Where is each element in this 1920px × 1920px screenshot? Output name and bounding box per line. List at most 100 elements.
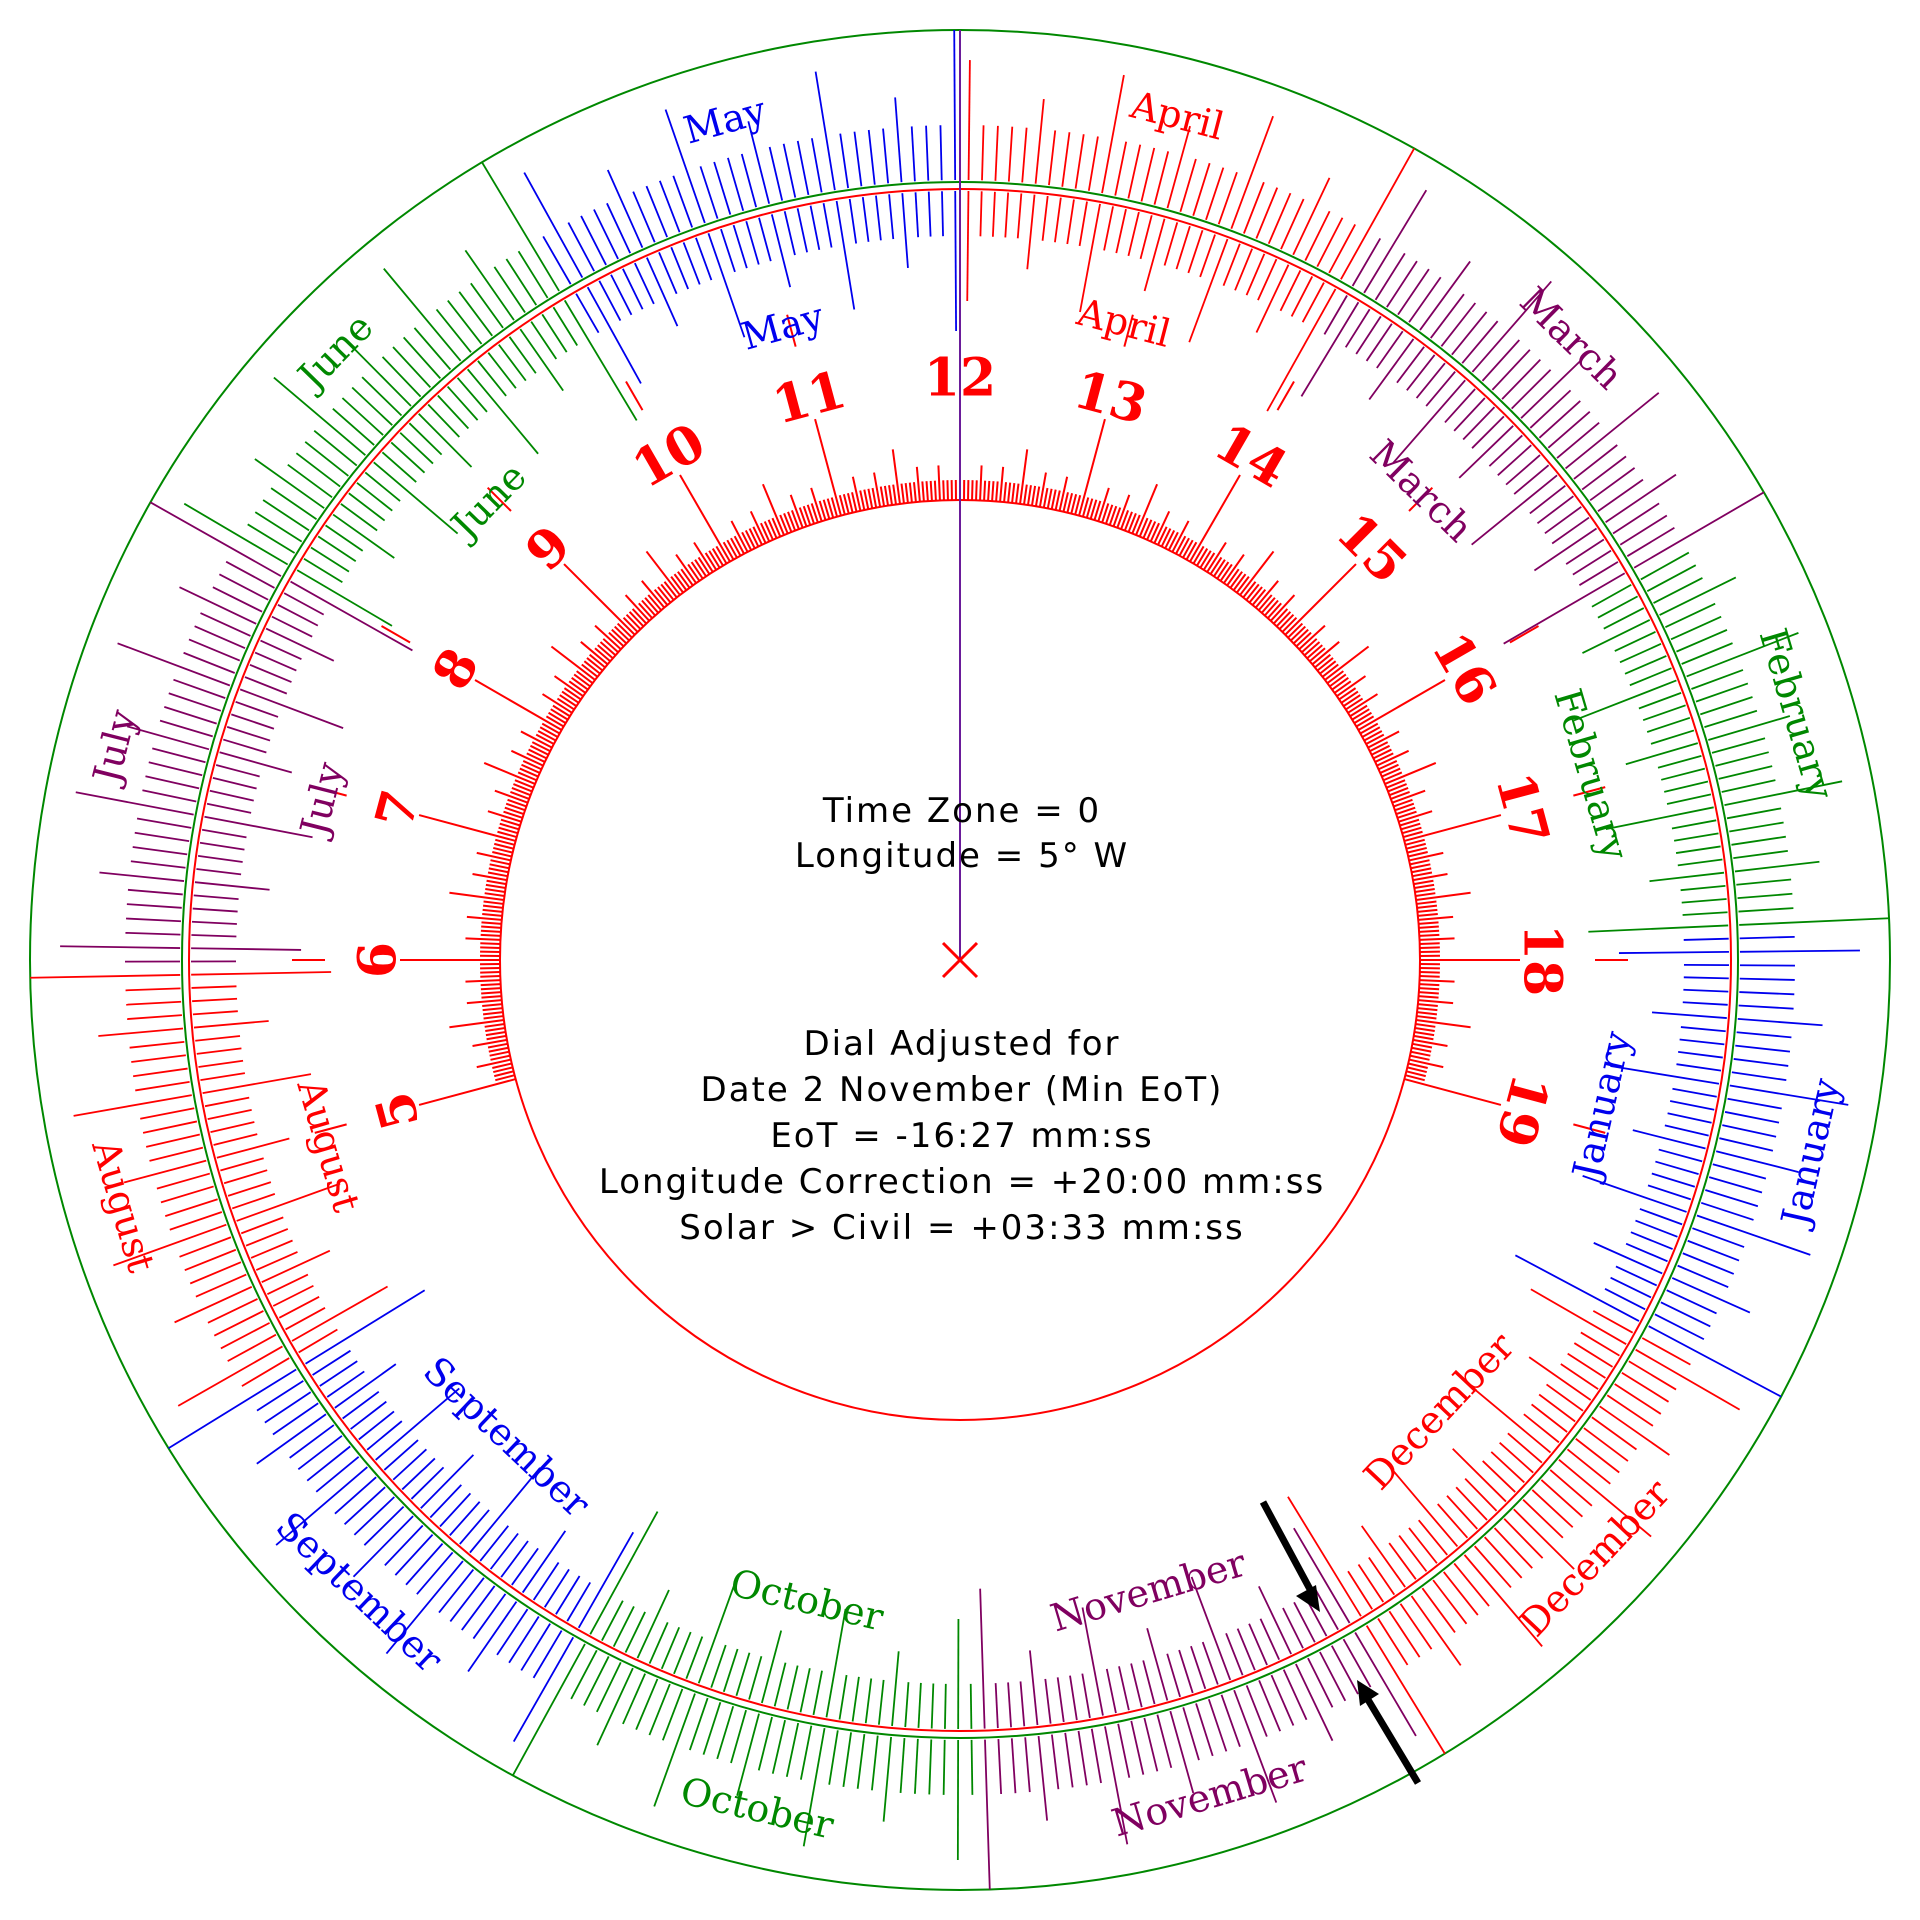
hour-minor-tick bbox=[1395, 806, 1416, 815]
hour-minor-tick bbox=[1015, 483, 1020, 504]
hour-minor-tick bbox=[1407, 846, 1427, 854]
date-inner-tick bbox=[290, 580, 413, 652]
date-outer-tick bbox=[1734, 860, 1820, 873]
date-outer-tick bbox=[1726, 807, 1782, 820]
hour-minor-tick bbox=[1146, 521, 1157, 541]
date-outer-tick bbox=[295, 452, 341, 488]
date-inner-tick bbox=[1190, 1645, 1207, 1690]
hour-minor-tick bbox=[1038, 472, 1047, 508]
date-outer-tick bbox=[1737, 892, 1793, 900]
date-inner-tick bbox=[408, 422, 443, 456]
date-inner-tick bbox=[991, 191, 996, 237]
hour-minor-tick bbox=[1353, 711, 1372, 724]
hour-minor-tick bbox=[892, 484, 897, 505]
date-inner-tick bbox=[223, 738, 267, 754]
hour-minor-tick bbox=[522, 760, 542, 771]
date-outer-tick bbox=[894, 97, 903, 183]
date-inner-tick bbox=[1453, 397, 1486, 432]
hour-minor-tick bbox=[760, 522, 771, 542]
hour-minor-tick bbox=[1338, 687, 1357, 701]
date-outer-tick bbox=[716, 1706, 735, 1760]
hour-minor-tick bbox=[987, 480, 991, 501]
hour-number: 19 bbox=[1483, 1068, 1561, 1154]
hour-minor-tick bbox=[480, 987, 501, 991]
date-outer-tick bbox=[1722, 1124, 1777, 1138]
date-outer-tick bbox=[1117, 1723, 1131, 1778]
hour-minor-tick bbox=[1414, 888, 1435, 893]
date-inner-tick bbox=[244, 676, 288, 695]
date-inner-tick bbox=[1551, 516, 1590, 545]
date-outer-tick bbox=[1738, 907, 1794, 913]
date-inner-tick bbox=[1605, 806, 1714, 831]
date-inner-tick bbox=[861, 197, 870, 242]
date-inner-tick bbox=[1523, 1413, 1560, 1444]
hour-minor-tick bbox=[485, 883, 506, 890]
hour-minor-tick bbox=[480, 942, 501, 945]
date-outer-tick bbox=[227, 1333, 277, 1362]
month-label-inner: May bbox=[737, 294, 829, 359]
date-outer-tick bbox=[117, 642, 231, 687]
hour-minor-tick bbox=[1275, 611, 1292, 628]
hour-minor-tick bbox=[1412, 871, 1433, 878]
hour-minor-tick bbox=[495, 838, 515, 846]
hour-minor-tick bbox=[622, 616, 639, 633]
date-outer-tick bbox=[583, 1656, 610, 1706]
date-outer-tick bbox=[183, 651, 236, 674]
hour-minor-tick bbox=[581, 663, 599, 678]
date-outer-tick bbox=[173, 678, 226, 699]
date-outer-tick bbox=[1677, 1264, 1729, 1289]
hour-minor-tick bbox=[842, 494, 850, 514]
date-inner-tick bbox=[266, 1273, 309, 1295]
hour-label-leader bbox=[786, 314, 797, 347]
date-inner-tick bbox=[521, 1530, 567, 1594]
date-outer-tick bbox=[867, 129, 876, 185]
date-inner-tick bbox=[1360, 1525, 1406, 1588]
hour-minor-tick bbox=[586, 657, 604, 672]
date-inner-tick bbox=[1513, 464, 1550, 495]
hour-minor-tick bbox=[1347, 693, 1379, 714]
date-outer-tick bbox=[810, 138, 823, 193]
date-outer-tick bbox=[213, 1310, 264, 1337]
date-inner-tick bbox=[1629, 667, 1672, 687]
date-outer-tick bbox=[842, 1732, 852, 1787]
date-outer-tick bbox=[1245, 1685, 1268, 1737]
date-outer-tick bbox=[1374, 252, 1406, 301]
hour-number: 8 bbox=[421, 638, 492, 700]
month-label-outer: March bbox=[1511, 279, 1631, 398]
date-outer-tick bbox=[523, 172, 584, 278]
date-inner-tick bbox=[1573, 679, 1677, 722]
hour-label-leader bbox=[314, 1123, 347, 1134]
date-outer-tick bbox=[1692, 1227, 1745, 1248]
hour-minor-tick bbox=[520, 730, 553, 749]
hour-minor-tick bbox=[752, 526, 763, 546]
date-inner-tick bbox=[1497, 444, 1532, 476]
month-label-outer: February bbox=[1751, 623, 1843, 805]
hour-minor-tick bbox=[1175, 535, 1187, 555]
date-outer-tick bbox=[512, 1636, 575, 1743]
date-inner-tick bbox=[213, 1133, 258, 1146]
date-outer-tick bbox=[1243, 181, 1265, 234]
date-inner-tick bbox=[1565, 538, 1605, 565]
date-outer-tick bbox=[622, 1673, 646, 1725]
date-inner-tick bbox=[1376, 330, 1404, 369]
date-outer-tick bbox=[113, 1223, 227, 1267]
hour-minor-tick bbox=[541, 693, 573, 714]
hour-minor-tick bbox=[983, 480, 987, 501]
date-outer-tick bbox=[1653, 577, 1703, 604]
date-outer-tick bbox=[1408, 276, 1442, 323]
date-outer-tick bbox=[1660, 1301, 1711, 1328]
hour-minor-tick bbox=[488, 867, 509, 874]
date-inner-tick bbox=[1437, 1503, 1469, 1539]
date-inner-tick bbox=[1592, 1310, 1634, 1334]
hour-minor-tick bbox=[1410, 863, 1431, 870]
date-outer-tick bbox=[1501, 359, 1541, 400]
date-inner-tick bbox=[1582, 1175, 1687, 1213]
date-inner-tick bbox=[1638, 692, 1682, 710]
date-inner-tick bbox=[1293, 1601, 1316, 1643]
hour-minor-tick bbox=[1333, 680, 1352, 694]
date-outer-tick bbox=[1304, 210, 1331, 261]
hour-minor-tick bbox=[489, 863, 510, 870]
date-inner-tick bbox=[1245, 253, 1266, 296]
date-outer-tick bbox=[1682, 1252, 1735, 1275]
hour-minor-tick bbox=[863, 489, 870, 510]
